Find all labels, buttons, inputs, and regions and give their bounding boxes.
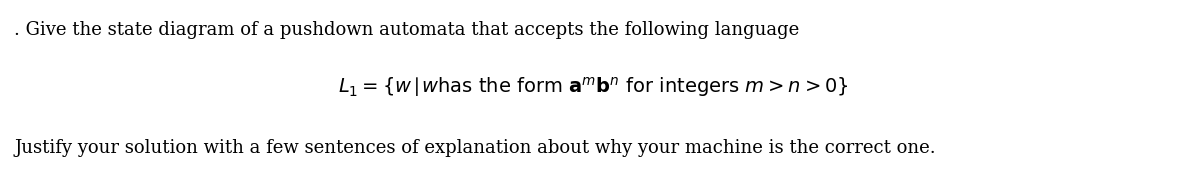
Text: $L_1 = \{w\!\mid\! w\mathrm{has\ the\ form\ }\mathbf{a}^{m}\mathbf{b}^{n}\mathrm: $L_1 = \{w\!\mid\! w\mathrm{has\ the\ fo… (338, 75, 848, 99)
Text: . Give the state diagram of a pushdown automata that accepts the following langu: . Give the state diagram of a pushdown a… (14, 21, 799, 39)
Text: Justify your solution with a few sentences of explanation about why your machine: Justify your solution with a few sentenc… (14, 139, 936, 157)
